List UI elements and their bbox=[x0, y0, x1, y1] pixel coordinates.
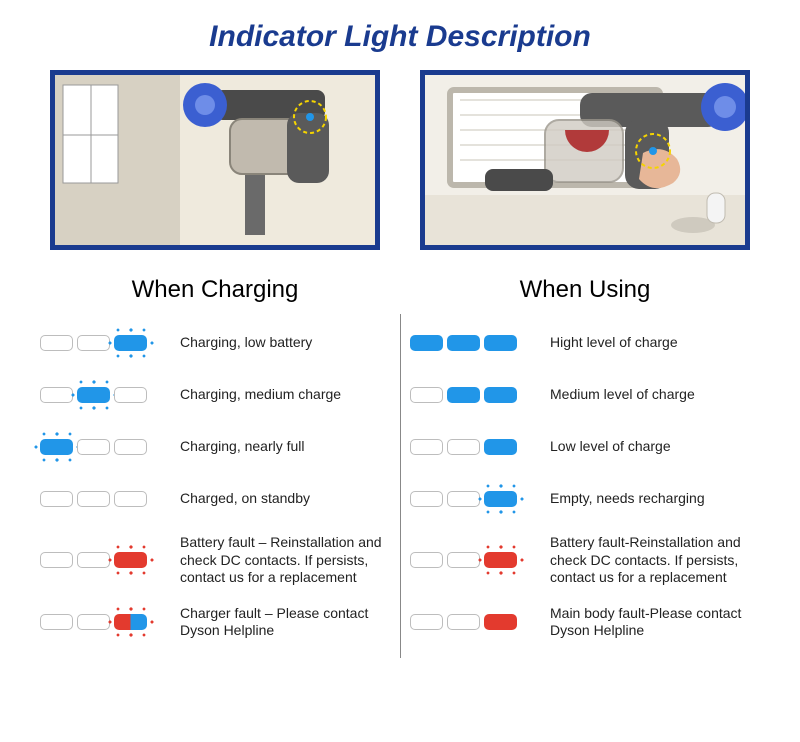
indicator-description: Hight level of charge bbox=[532, 334, 678, 352]
indicator-segment bbox=[77, 387, 110, 403]
indicator-segment bbox=[77, 614, 110, 630]
indicator-segment bbox=[77, 552, 110, 568]
indicator-segment bbox=[410, 335, 443, 351]
indicator-segment bbox=[484, 614, 517, 630]
section-charging: When Charging Charging, low battery Charg… bbox=[30, 264, 400, 658]
indicator-row: Main body fault-Please contact Dyson Hel… bbox=[410, 605, 760, 640]
indicator-description: Charging, nearly full bbox=[162, 438, 305, 456]
indicator-segment bbox=[447, 614, 480, 630]
heading-charging: When Charging bbox=[40, 276, 390, 304]
indicator-description: Low level of charge bbox=[532, 438, 671, 456]
indicator-description: Charged, on standby bbox=[162, 490, 310, 508]
indicator-segment bbox=[77, 335, 110, 351]
indicator-segment bbox=[484, 387, 517, 403]
indicator-row: Battery fault-Reinstallation and check D… bbox=[410, 534, 760, 587]
photo-row bbox=[30, 70, 770, 250]
heading-using: When Using bbox=[410, 276, 760, 304]
indicator-segment bbox=[410, 614, 443, 630]
vacuum-using-illustration bbox=[425, 75, 745, 245]
indicator-segment bbox=[447, 335, 480, 351]
indicator-description: Empty, needs recharging bbox=[532, 490, 705, 508]
indicator-segment bbox=[77, 491, 110, 507]
indicator-description: Main body fault-Please contact Dyson Hel… bbox=[532, 605, 760, 640]
indicator-row: Medium level of charge bbox=[410, 378, 760, 412]
indicator-row: Empty, needs recharging bbox=[410, 482, 760, 516]
indicator-segment bbox=[410, 439, 443, 455]
indicator-segment bbox=[40, 491, 73, 507]
indicator-row: Low level of charge bbox=[410, 430, 760, 464]
indicator-segment bbox=[447, 439, 480, 455]
indicator-row: Charger fault – Please contact Dyson Hel… bbox=[40, 605, 390, 640]
indicator-segment bbox=[40, 387, 73, 403]
indicator-row: Battery fault – Reinstallation and check… bbox=[40, 534, 390, 587]
indicator-description: Medium level of charge bbox=[532, 386, 695, 404]
indicator-segment bbox=[484, 491, 517, 507]
indicator-segment bbox=[40, 335, 73, 351]
indicator-segments bbox=[40, 614, 162, 630]
indicator-row: Charging, medium charge bbox=[40, 378, 390, 412]
page-title: Indicator Light Description bbox=[30, 20, 770, 54]
indicator-description: Charging, low battery bbox=[162, 334, 312, 352]
indicator-segment bbox=[40, 439, 73, 455]
indicator-segments bbox=[410, 491, 532, 507]
indicator-segment bbox=[114, 335, 147, 351]
indicator-description: Charging, medium charge bbox=[162, 386, 341, 404]
indicator-segment bbox=[447, 387, 480, 403]
vacuum-charging-illustration bbox=[55, 75, 375, 245]
indicator-segments bbox=[40, 335, 162, 351]
indicator-segment bbox=[484, 439, 517, 455]
indicator-segment bbox=[114, 387, 147, 403]
indicator-segment bbox=[410, 491, 443, 507]
sections-container: When Charging Charging, low battery Charg… bbox=[30, 264, 770, 658]
indicator-segment bbox=[484, 552, 517, 568]
indicator-segment bbox=[447, 552, 480, 568]
indicator-segment bbox=[114, 552, 147, 568]
indicator-segments bbox=[40, 439, 162, 455]
section-using: When Using Hight level of charge Medium l… bbox=[400, 264, 770, 658]
indicator-segment bbox=[447, 491, 480, 507]
indicator-segments bbox=[40, 491, 162, 507]
indicator-segment bbox=[484, 335, 517, 351]
indicator-description: Charger fault – Please contact Dyson Hel… bbox=[162, 605, 390, 640]
indicator-segment bbox=[410, 552, 443, 568]
indicator-description: Battery fault-Reinstallation and check D… bbox=[532, 534, 760, 587]
indicator-segment bbox=[114, 491, 147, 507]
indicator-segments bbox=[410, 387, 532, 403]
indicator-segments bbox=[410, 335, 532, 351]
indicator-segment bbox=[114, 614, 147, 630]
indicator-segments bbox=[410, 614, 532, 630]
indicator-segment bbox=[77, 439, 110, 455]
indicator-segment bbox=[40, 552, 73, 568]
indicator-segments bbox=[40, 387, 162, 403]
indicator-row: Charged, on standby bbox=[40, 482, 390, 516]
indicator-segment bbox=[114, 439, 147, 455]
indicator-segment bbox=[410, 387, 443, 403]
indicator-row: Charging, nearly full bbox=[40, 430, 390, 464]
indicator-row: Hight level of charge bbox=[410, 326, 760, 360]
column-divider bbox=[400, 314, 401, 658]
indicator-segment bbox=[40, 614, 73, 630]
indicator-segments bbox=[410, 552, 532, 568]
indicator-segments bbox=[40, 552, 162, 568]
photo-using bbox=[420, 70, 750, 250]
indicator-description: Battery fault – Reinstallation and check… bbox=[162, 534, 390, 587]
indicator-segments bbox=[410, 439, 532, 455]
photo-charging bbox=[50, 70, 380, 250]
indicator-row: Charging, low battery bbox=[40, 326, 390, 360]
